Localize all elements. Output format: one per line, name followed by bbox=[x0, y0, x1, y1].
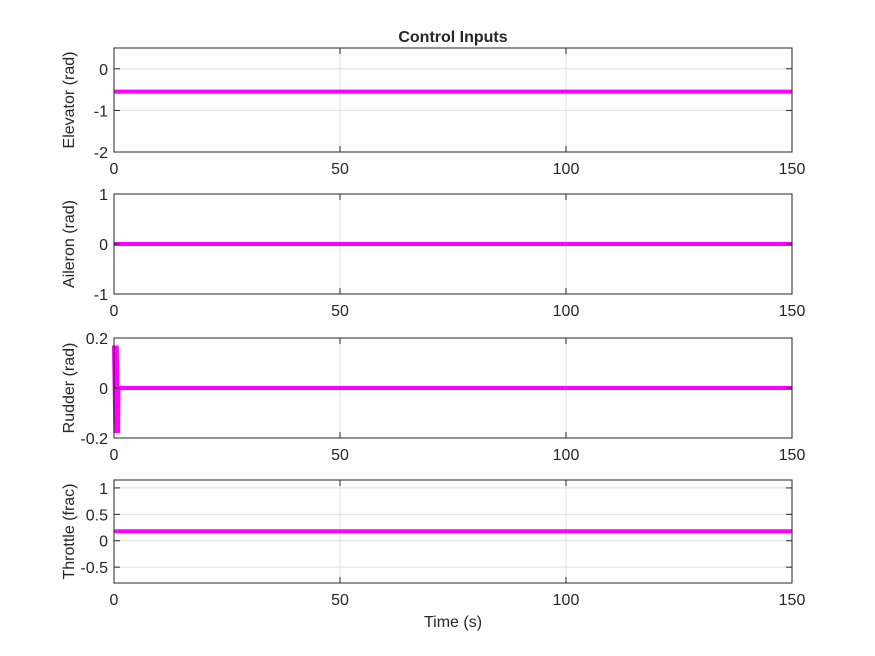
y-tick-label: 0 bbox=[99, 237, 108, 254]
y-tick-label: 0 bbox=[99, 381, 108, 398]
x-tick-label: 150 bbox=[779, 161, 806, 178]
x-tick-label: 100 bbox=[553, 447, 580, 464]
axes-box bbox=[113, 479, 793, 584]
x-axis-label: Time (s) bbox=[424, 614, 482, 631]
y-tick-label: 0.2 bbox=[86, 331, 108, 348]
plot-area bbox=[114, 48, 792, 152]
x-tick-label: 0 bbox=[110, 592, 119, 609]
x-tick-label: 100 bbox=[553, 592, 580, 609]
x-tick-label: 100 bbox=[553, 161, 580, 178]
x-tick-label: 50 bbox=[331, 592, 349, 609]
x-tick-label: 50 bbox=[331, 447, 349, 464]
y-tick-label: 0.5 bbox=[86, 507, 108, 524]
y-axis-label: Rudder (rad) bbox=[61, 343, 78, 434]
y-tick-label: -2 bbox=[94, 145, 108, 162]
y-axis-label: Aileron (rad) bbox=[61, 200, 78, 288]
y-tick-label: -1 bbox=[94, 103, 108, 120]
y-axis-label: Elevator (rad) bbox=[61, 52, 78, 149]
x-tick-label: 0 bbox=[110, 447, 119, 464]
y-tick-label: 0 bbox=[99, 534, 108, 551]
y-tick-label: -0.2 bbox=[80, 431, 108, 448]
x-tick-label: 0 bbox=[110, 303, 119, 320]
y-tick-label: -0.5 bbox=[80, 560, 108, 577]
series-line bbox=[112, 345, 792, 434]
y-tick-label: 1 bbox=[99, 481, 108, 498]
y-tick-label: 0 bbox=[99, 62, 108, 79]
y-axis-label: Throttle (frac) bbox=[61, 483, 78, 579]
figure-title: Control Inputs bbox=[398, 29, 507, 46]
x-tick-label: 50 bbox=[331, 161, 349, 178]
y-tick-label: 1 bbox=[99, 187, 108, 204]
axes-box bbox=[113, 47, 793, 153]
subplot-1: 0 50 100 150 -2 -1 0 Elevator (rad) bbox=[61, 47, 806, 178]
x-tick-label: 150 bbox=[779, 592, 806, 609]
x-tick-label: 150 bbox=[779, 303, 806, 320]
y-tick-label: -1 bbox=[94, 287, 108, 304]
x-tick-label: 0 bbox=[110, 161, 119, 178]
x-tick-label: 150 bbox=[779, 447, 806, 464]
x-tick-label: 100 bbox=[553, 303, 580, 320]
x-tick-label: 50 bbox=[331, 303, 349, 320]
